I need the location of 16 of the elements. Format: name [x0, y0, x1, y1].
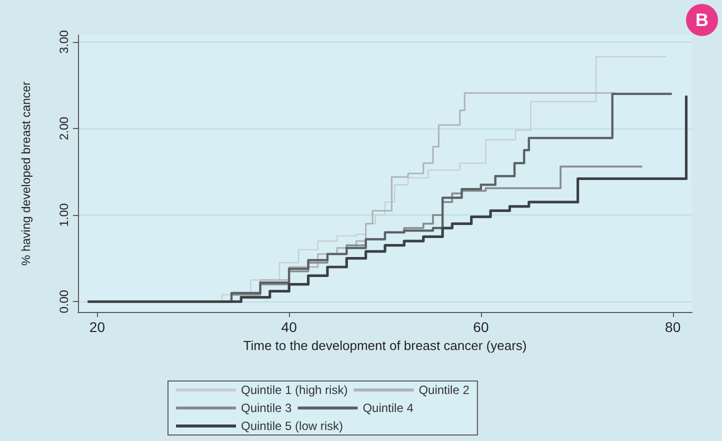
y-axis-title: % having developed breast cancer — [19, 81, 33, 266]
legend-label: Quintile 1 (high risk) — [241, 383, 348, 397]
legend-label: Quintile 5 (low risk) — [241, 419, 344, 433]
legend-label: Quintile 2 — [418, 383, 470, 397]
x-axis-title: Time to the development of breast cancer (years) — [243, 338, 527, 353]
legend-label: Quintile 3 — [241, 401, 292, 415]
x-tick-label: 60 — [473, 319, 489, 335]
x-tick-label: 80 — [665, 319, 681, 335]
legend-label: Quintile 4 — [362, 401, 414, 415]
x-tick-label: 40 — [281, 319, 298, 335]
y-tick-label: 1.00 — [57, 203, 71, 227]
y-tick-label: 2.00 — [57, 116, 71, 140]
y-tick-label: 0.00 — [57, 290, 71, 314]
text: B — [696, 10, 708, 30]
x-tick-label: 20 — [89, 319, 106, 335]
y-tick-label: 3.00 — [57, 30, 71, 54]
